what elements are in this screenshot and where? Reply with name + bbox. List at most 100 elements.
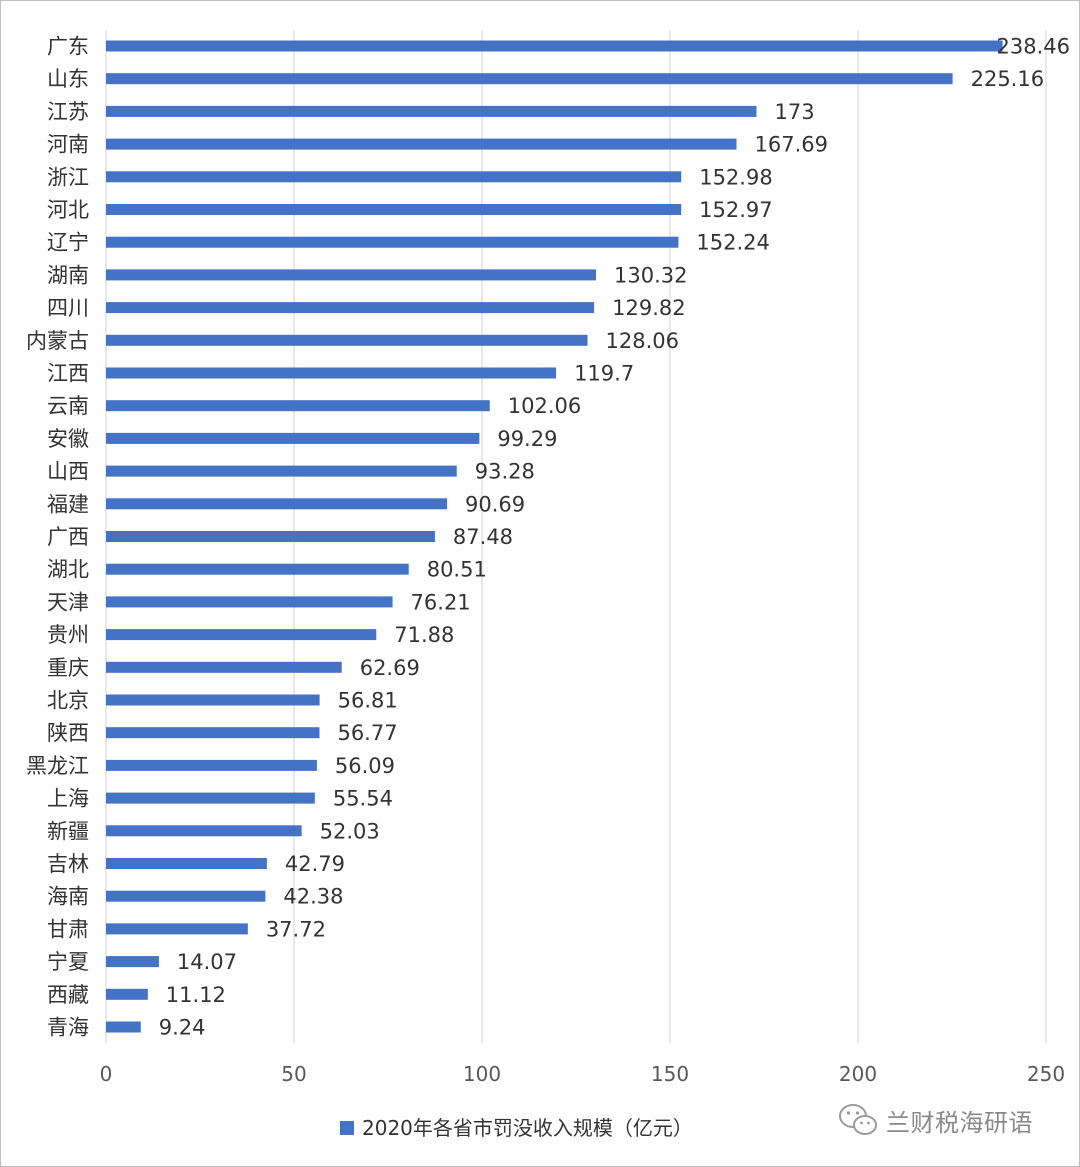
bar (106, 400, 490, 412)
bar (106, 302, 595, 314)
value-label: 71.88 (394, 623, 454, 647)
category-label: 湖南 (47, 263, 89, 287)
bar (106, 531, 435, 542)
category-label: 黑龙江 (26, 754, 89, 778)
value-label: 37.72 (266, 917, 326, 941)
value-label: 152.98 (699, 165, 772, 189)
value-label: 11.12 (166, 983, 226, 1007)
x-tick-label: 0 (100, 1062, 113, 1086)
value-label: 87.48 (453, 525, 513, 549)
bar (106, 890, 266, 902)
bar (106, 138, 737, 150)
value-label: 42.38 (283, 885, 343, 909)
x-axis-ticks: 0 50 100 150 200 250 (100, 1062, 1065, 1086)
value-label: 152.24 (696, 231, 769, 255)
category-label: 新疆 (47, 819, 89, 843)
bar (106, 988, 148, 1000)
bar (106, 661, 342, 673)
category-label: 陕西 (47, 721, 89, 745)
value-label: 62.69 (360, 656, 420, 680)
category-label: 内蒙古 (26, 329, 89, 353)
bar (106, 40, 1003, 52)
value-label: 56.77 (337, 721, 397, 745)
watermark-text: 兰财税海研语 (886, 1108, 1033, 1137)
bar (106, 792, 315, 804)
value-labels: 238.46 225.16 173 167.69 152.98 152.97 152.24 1… (159, 35, 1070, 1040)
bar (106, 105, 757, 117)
value-label: 56.09 (335, 754, 395, 778)
bar (106, 73, 953, 85)
category-label: 广西 (47, 525, 89, 549)
category-label: 宁夏 (47, 950, 89, 974)
bar (106, 465, 457, 477)
bar (106, 923, 248, 935)
value-label: 52.03 (320, 819, 380, 843)
category-label: 甘肃 (47, 917, 89, 941)
category-label: 四川 (47, 296, 89, 320)
category-label: 河南 (47, 133, 89, 157)
value-label: 173 (774, 100, 814, 124)
category-label: 山西 (47, 460, 89, 484)
value-label: 119.7 (574, 362, 634, 386)
category-label: 海南 (47, 885, 89, 909)
legend: 2020年各省市罚没收入规模（亿元） (340, 1116, 693, 1140)
value-label: 80.51 (427, 558, 487, 582)
value-label: 56.81 (338, 689, 398, 713)
bar (106, 596, 393, 608)
value-label: 152.97 (699, 198, 772, 222)
wechat-icon (839, 1104, 877, 1135)
category-label: 北京 (47, 689, 89, 713)
bar (106, 334, 588, 346)
category-label: 吉林 (47, 852, 89, 876)
value-label: 9.24 (159, 1016, 206, 1040)
value-label: 93.28 (475, 460, 535, 484)
category-label: 云南 (47, 394, 89, 418)
value-label: 102.06 (508, 394, 581, 418)
value-label: 128.06 (606, 329, 679, 353)
legend-swatch (340, 1121, 354, 1135)
category-label: 湖北 (47, 558, 89, 582)
bars (106, 40, 1003, 1033)
bar (106, 825, 302, 837)
grid-lines (105, 30, 1047, 1043)
bar (106, 858, 267, 869)
x-tick-label: 50 (281, 1062, 306, 1086)
category-label: 天津 (47, 590, 89, 614)
watermark: 兰财税海研语 (838, 1100, 1033, 1140)
bar (106, 432, 480, 444)
category-label: 青海 (47, 1016, 89, 1040)
category-label: 安徽 (47, 427, 89, 451)
bar (106, 236, 679, 248)
category-label: 西藏 (47, 983, 89, 1007)
value-label: 130.32 (614, 263, 687, 287)
bar (106, 629, 377, 641)
value-label: 99.29 (497, 427, 557, 451)
category-label: 重庆 (47, 656, 89, 680)
category-label: 江西 (47, 362, 89, 386)
x-tick-label: 100 (463, 1062, 501, 1086)
bar (106, 1021, 141, 1033)
value-label: 90.69 (465, 492, 525, 516)
category-label: 上海 (47, 787, 89, 811)
bar (106, 498, 447, 510)
value-label: 14.07 (177, 950, 237, 974)
value-label: 55.54 (333, 787, 393, 811)
bar (106, 204, 682, 215)
bar (106, 956, 159, 968)
x-tick-label: 200 (839, 1062, 877, 1086)
bar (106, 367, 557, 379)
value-label: 238.46 (997, 35, 1070, 59)
value-label: 225.16 (971, 67, 1044, 91)
category-label: 辽宁 (47, 231, 89, 255)
category-label: 浙江 (47, 165, 89, 189)
bar (106, 759, 317, 771)
value-label: 76.21 (411, 590, 471, 614)
legend-label: 2020年各省市罚没收入规模（亿元） (362, 1116, 693, 1140)
category-label: 福建 (47, 492, 89, 516)
value-label: 42.79 (285, 852, 345, 876)
category-label: 河北 (47, 198, 89, 222)
bar (106, 563, 409, 575)
bar (106, 727, 320, 739)
